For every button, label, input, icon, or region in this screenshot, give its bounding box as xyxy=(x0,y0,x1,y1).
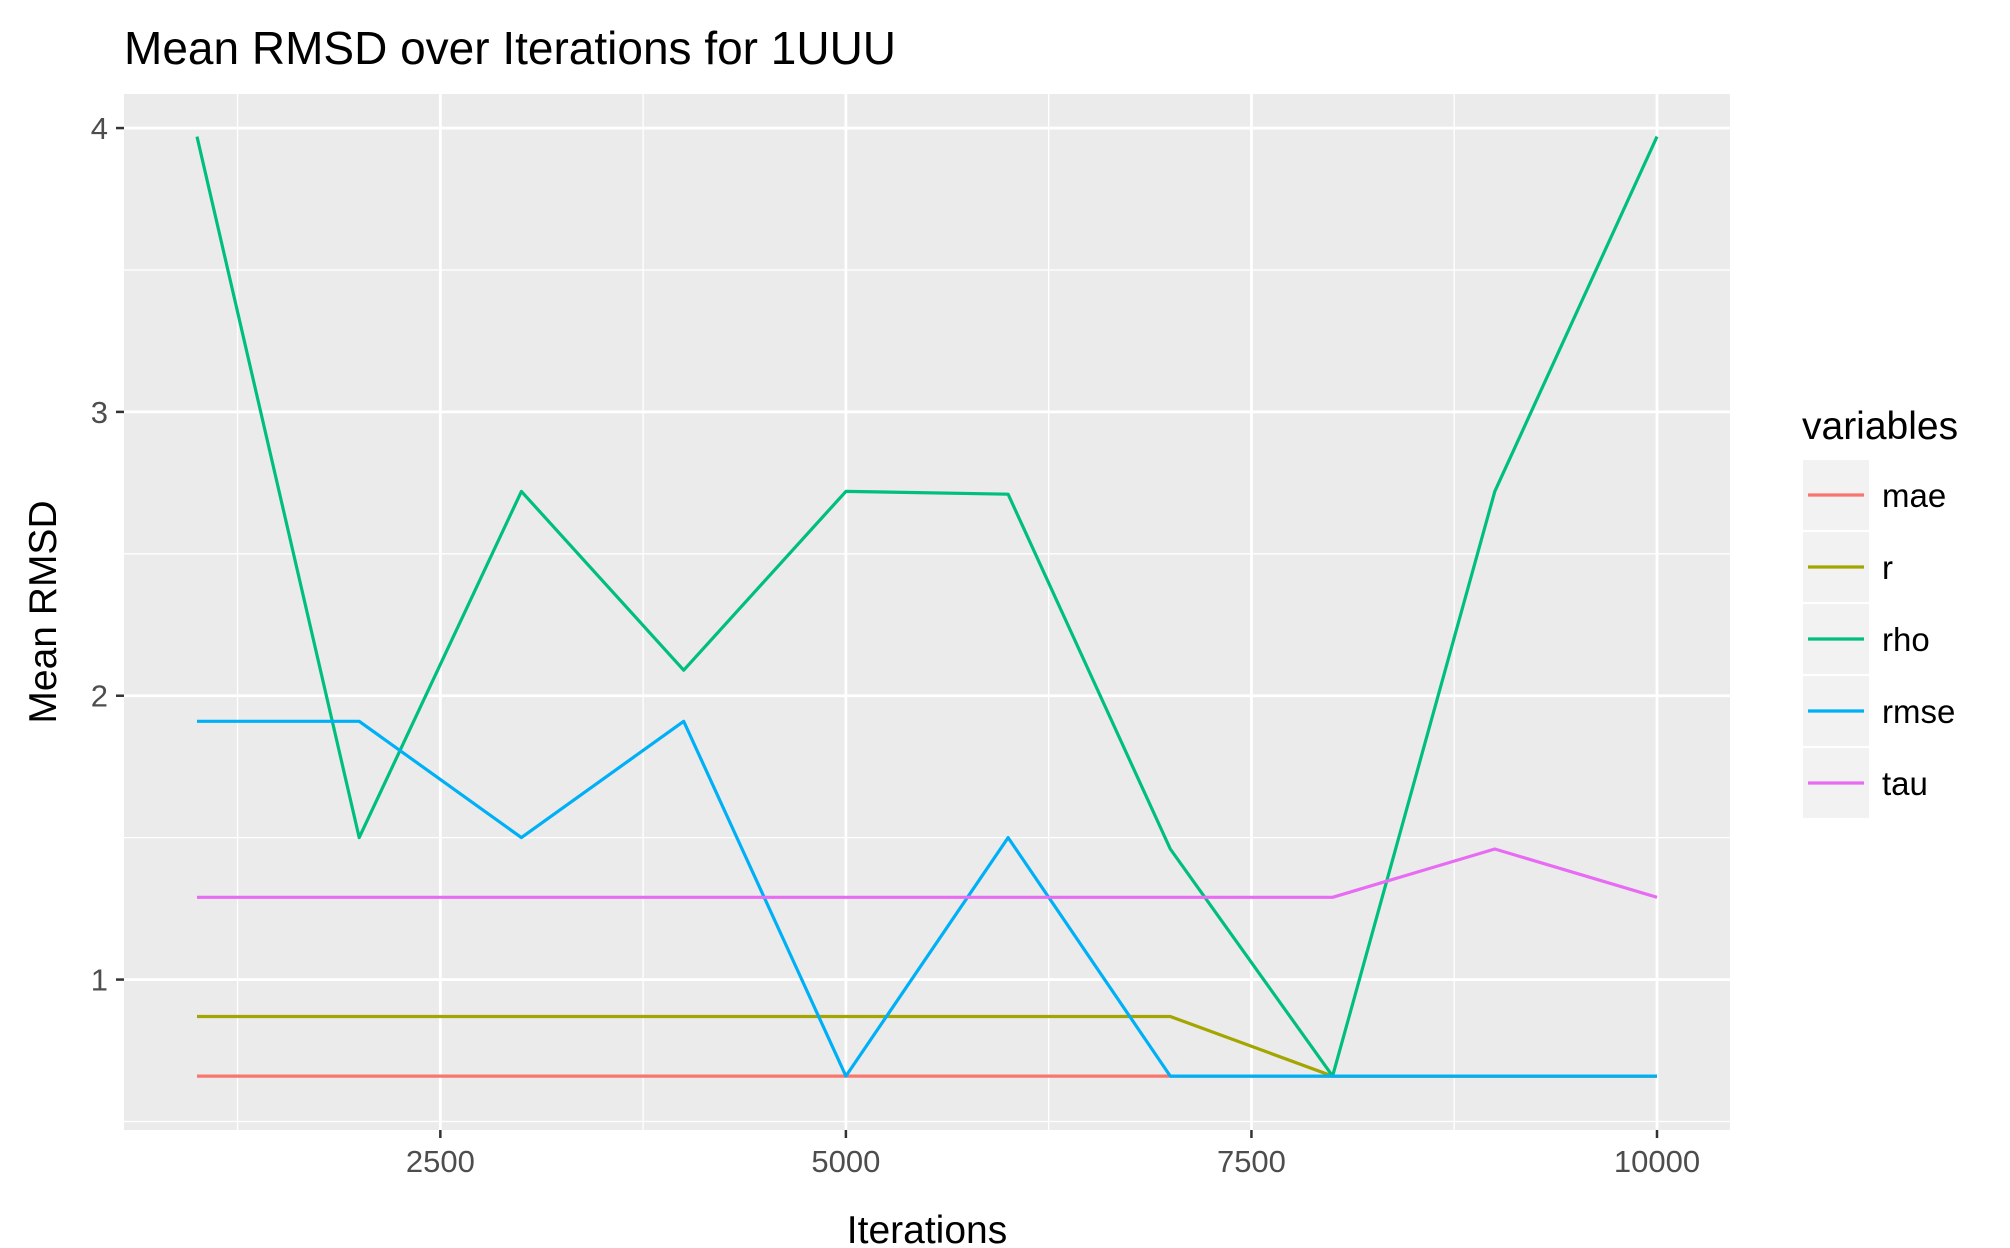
legend-label: rho xyxy=(1882,621,1930,658)
y-tick-label: 1 xyxy=(91,963,108,998)
x-tick-label: 10000 xyxy=(1614,1144,1700,1179)
legend-label: r xyxy=(1882,549,1893,586)
x-tick-label: 5000 xyxy=(811,1144,880,1179)
legend-label: mae xyxy=(1882,477,1946,514)
chart-title: Mean RMSD over Iterations for 1UUU xyxy=(124,22,896,74)
y-tick-label: 4 xyxy=(91,111,108,146)
y-axis-title: Mean RMSD xyxy=(22,500,65,723)
series-line-tau xyxy=(197,847,1658,899)
y-axis: 1 2 3 4 xyxy=(91,111,124,998)
legend-label: tau xyxy=(1882,765,1928,802)
x-tick-label: 2500 xyxy=(406,1144,475,1179)
legend-label: rmse xyxy=(1882,693,1955,730)
x-axis: 2500 5000 7500 10000 xyxy=(406,1130,1700,1179)
legend-title: variables xyxy=(1802,405,1958,448)
grid-major xyxy=(124,94,1730,1130)
x-axis-title: Iterations xyxy=(847,1209,1007,1248)
y-tick-label: 2 xyxy=(91,679,108,714)
y-tick-label: 3 xyxy=(91,395,108,430)
series-layer xyxy=(195,135,1659,1078)
plot-panel xyxy=(124,94,1730,1130)
legend: variables mae r rho rmse tau xyxy=(1801,405,1958,820)
x-tick-label: 7500 xyxy=(1217,1144,1286,1179)
grid-minor xyxy=(124,94,1730,1130)
series-line-rho xyxy=(195,135,1659,1078)
series-line-rmse xyxy=(197,719,1657,1078)
